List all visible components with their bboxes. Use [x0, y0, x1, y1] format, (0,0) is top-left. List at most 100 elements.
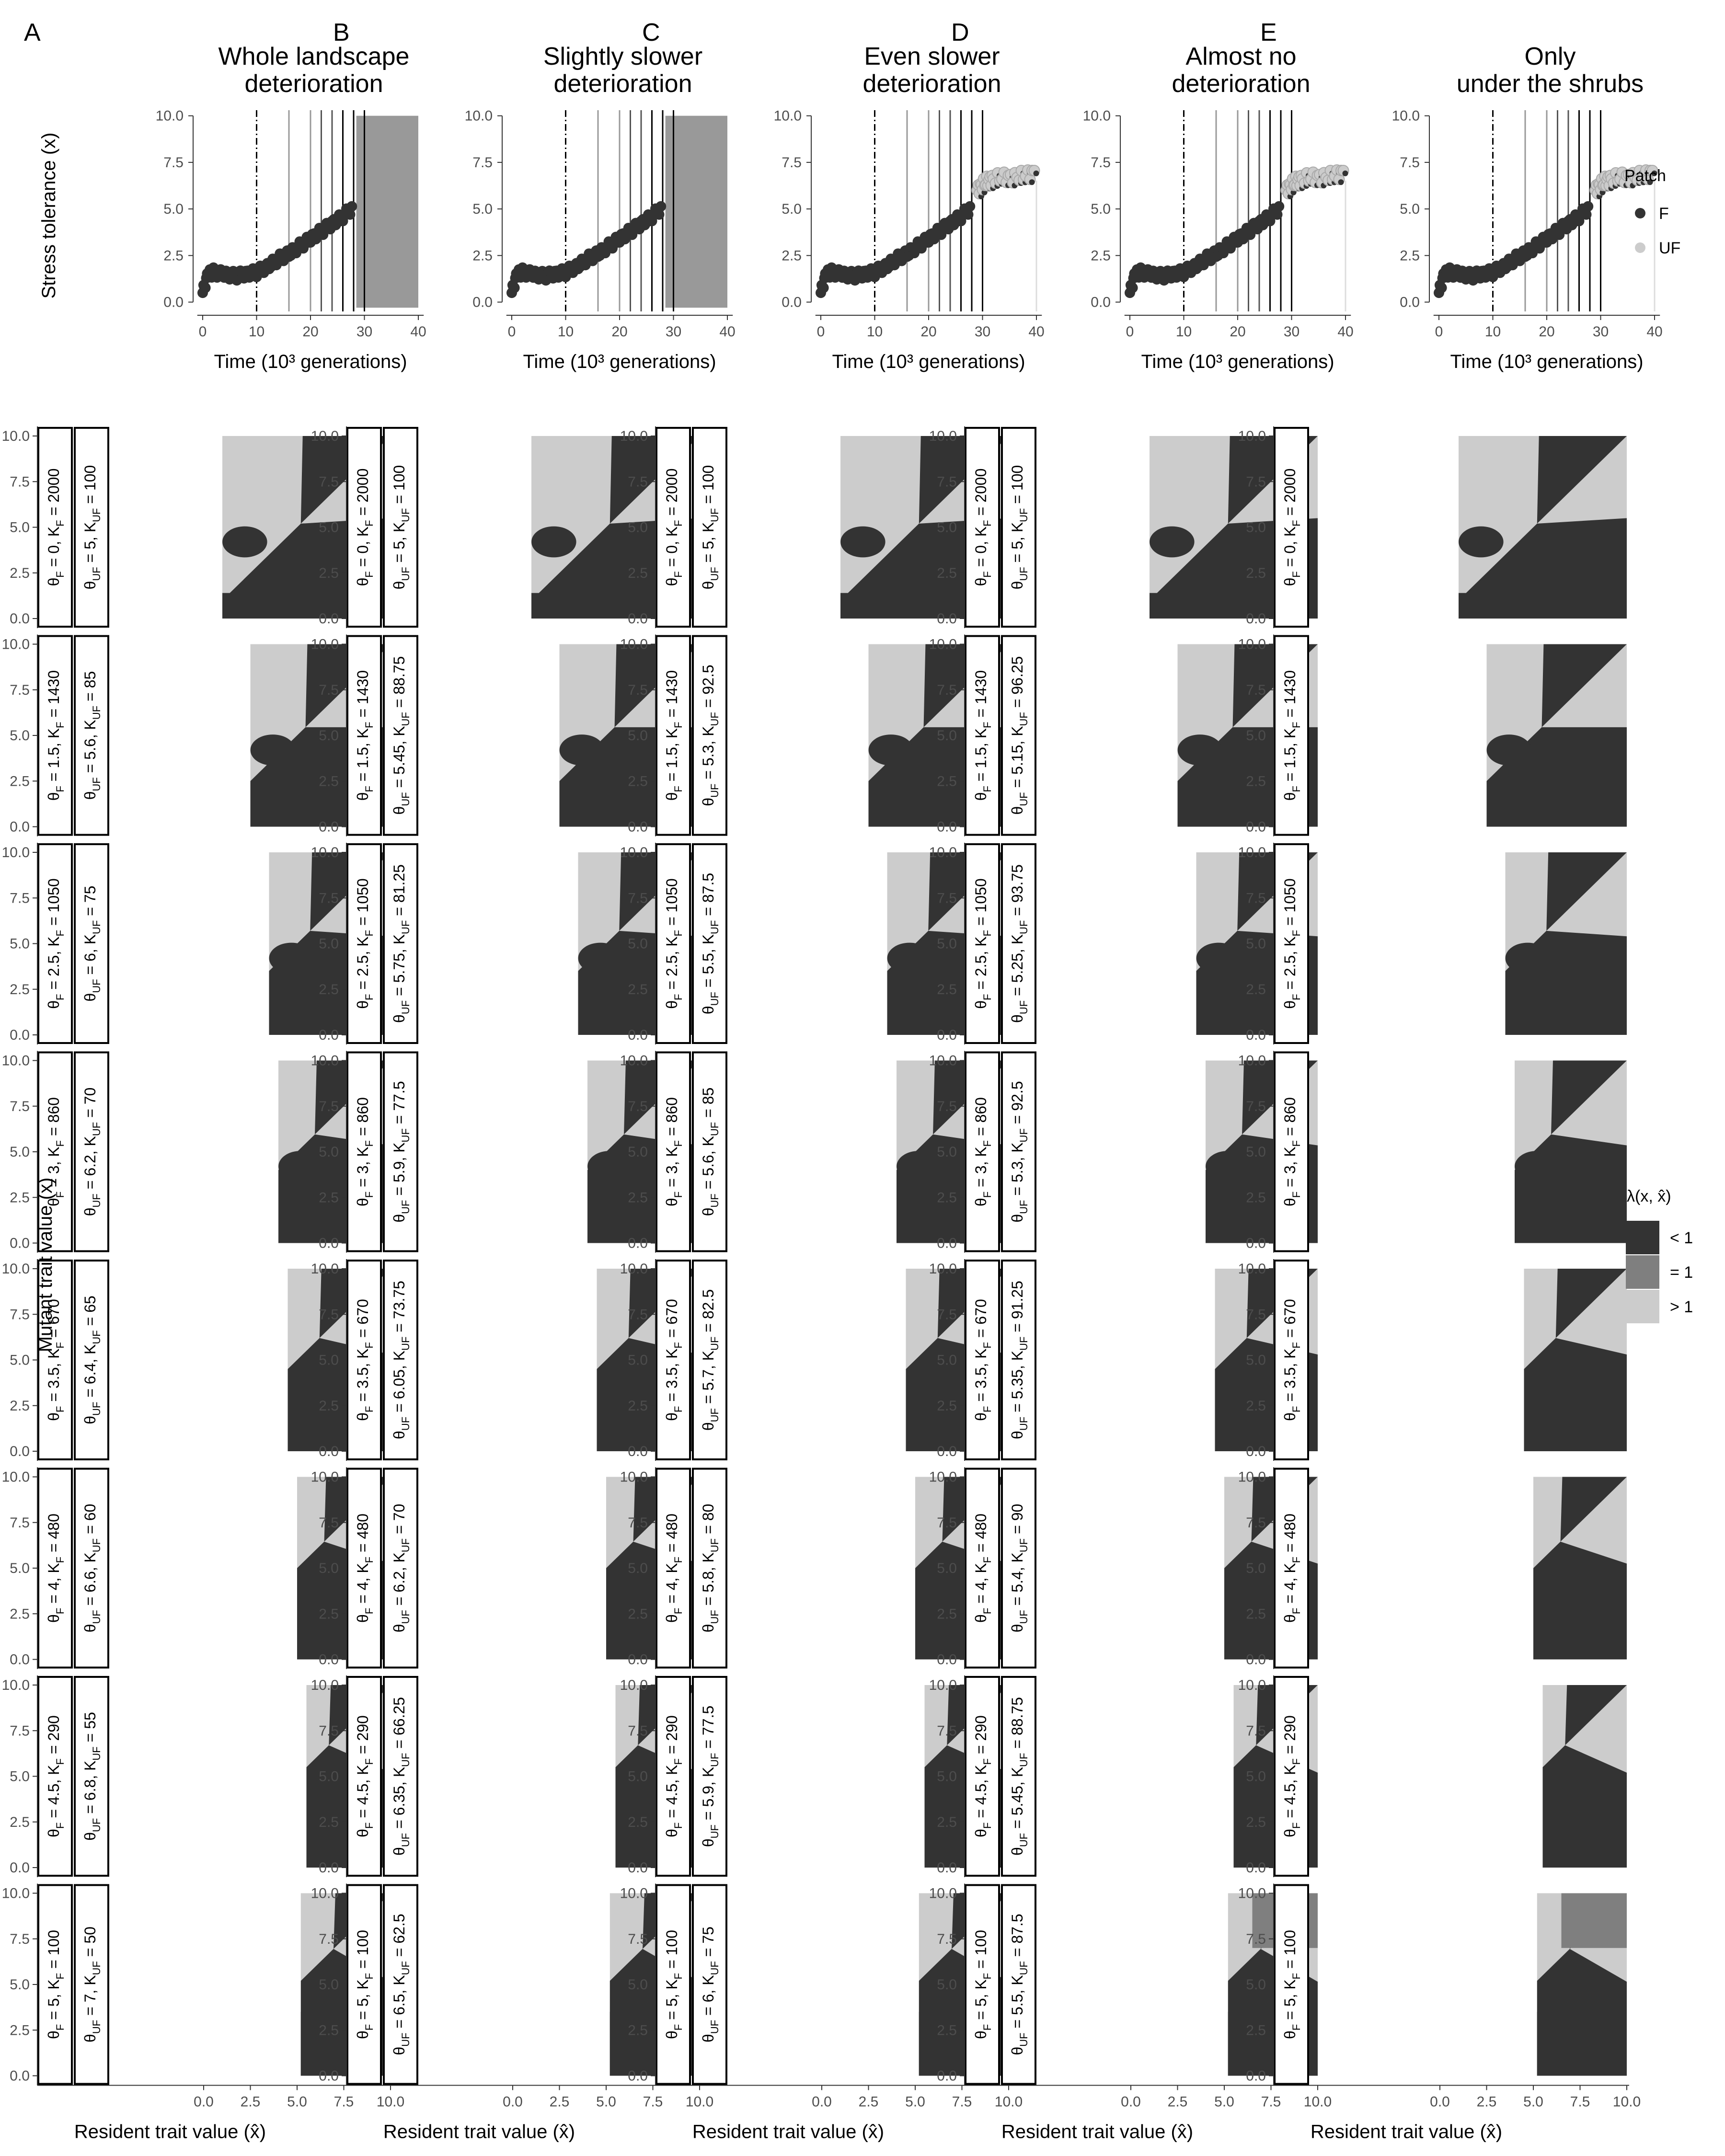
y-tick-label: 2.5 [937, 773, 957, 789]
pip-lobe [1206, 1151, 1251, 1182]
strip-box-uf [1001, 843, 1036, 1044]
y-tick-label: 5.0 [1246, 1560, 1266, 1576]
strip-box-uf [383, 1260, 418, 1460]
strip-f-text: θF = 4, KF = 480 [972, 1514, 993, 1623]
y-tick-label: 2.5 [937, 1814, 957, 1830]
strip-box-f [346, 843, 382, 1044]
y-tick-label: 10.0 [465, 108, 493, 124]
y-tick-label: 2.5 [937, 1190, 957, 1205]
y-tick-label: 2.5 [782, 248, 802, 264]
strip-f-text: θF = 1.5, KF = 1430 [354, 670, 375, 801]
x-tick-label: 10 [867, 324, 883, 340]
strip-uf: θUF = 5, KUF = 100 [1009, 465, 1030, 590]
strip-f-text: θF = 3.5, KF = 670 [45, 1299, 66, 1421]
strip-uf-text: θUF = 5.75, KUF = 81.25 [391, 864, 412, 1023]
y-tick-label: 2.5 [937, 1398, 957, 1414]
point-f [963, 209, 974, 220]
y-tick-label: 10.0 [620, 1053, 648, 1069]
pip-column-c: θF = 0, KF = 2000 θUF = 5, KUF = 100 0.0 2.… [620, 426, 1023, 2143]
pip-region-upper [937, 1269, 1009, 1338]
x-tick-label: 0 [1126, 324, 1134, 340]
pip-column-a: θF = 0, KF = 2000 θUF = 5, KUF = 100 0.0 2.… [2, 426, 404, 2143]
x-axis-title: Time (10³ generations) [1141, 351, 1334, 372]
point-f [1127, 282, 1138, 293]
pip-lobe [278, 1151, 323, 1182]
legend-label-f: F [1659, 205, 1669, 223]
strip-uf: θUF = 5.9, KUF = 77.5 [700, 1706, 721, 1847]
strip-box-f [346, 1884, 382, 2085]
strip-box-f [37, 843, 73, 1044]
y-tick-label: 0.0 [937, 1027, 957, 1043]
y-tick-label: 0.0 [1246, 819, 1266, 835]
point-f [818, 282, 829, 293]
y-tick-label: 5.0 [472, 201, 493, 217]
y-tick-label: 5.0 [937, 1353, 957, 1368]
strip-f-text: θF = 1.5, KF = 1430 [1281, 670, 1302, 801]
panel-label: D [951, 19, 969, 46]
y-tick-label: 0.0 [10, 819, 30, 835]
strip-f: θF = 4.5, KF = 290 [1281, 1715, 1302, 1837]
strip-uf-text: θUF = 5.6, KUF = 85 [700, 1088, 721, 1216]
y-tick-label: 7.5 [628, 1931, 648, 1947]
y-tick-label: 0.0 [10, 1860, 30, 1876]
y-tick-label: 7.5 [10, 1307, 30, 1322]
y-tick-label: 5.0 [782, 201, 802, 217]
x-tick-label: 0 [817, 324, 825, 340]
strip-f-text: θF = 3.5, KF = 670 [663, 1299, 684, 1421]
y-tick-label: 10.0 [2, 428, 30, 444]
point-f [1029, 179, 1035, 185]
strip-box-uf [74, 1468, 109, 1669]
panel-title-line2: deterioration [1172, 70, 1310, 98]
y-tick-label: 10.0 [1238, 1261, 1266, 1277]
x-tick-label: 7.5 [334, 2094, 354, 2110]
y-tick-label: 0.0 [1246, 1236, 1266, 1251]
y-tick-label: 0.0 [628, 819, 648, 835]
y-tick-label: 7.5 [1246, 890, 1266, 906]
y-tick-label: 7.5 [628, 1515, 648, 1531]
strip-uf-text: θUF = 6.8, KUF = 55 [81, 1712, 103, 1841]
panel-title-line2: deterioration [244, 70, 383, 98]
y-tick-label: 10.0 [620, 845, 648, 860]
y-tick-label: 0.0 [10, 1027, 30, 1043]
y-tick-label: 10.0 [1238, 428, 1266, 444]
strip-f: θF = 4.5, KF = 290 [663, 1715, 684, 1837]
pip-lobe [868, 734, 914, 766]
strip-uf-text: θUF = 5.6, KUF = 85 [81, 671, 103, 800]
y-tick-label: 2.5 [937, 565, 957, 581]
y-tick-label: 7.5 [1246, 1515, 1266, 1531]
strip-box-uf [383, 427, 418, 628]
point-f [200, 282, 211, 293]
y-tick-label: 10.0 [620, 1677, 648, 1693]
pip-region-upper [305, 644, 391, 727]
y-tick-label: 7.5 [319, 1723, 339, 1739]
panel-title-line1: Even slower [864, 43, 1000, 70]
y-tick-label: 7.5 [937, 1099, 957, 1114]
strip-box-f [1274, 843, 1309, 1044]
strip-box-uf [692, 1260, 727, 1460]
strip-uf-text: θUF = 5, KUF = 100 [700, 465, 721, 590]
strip-f-text: θF = 3, KF = 860 [354, 1097, 375, 1206]
x-tick-label: 10.0 [1304, 2094, 1332, 2110]
y-tick-label: 5.0 [628, 1560, 648, 1576]
y-tick-label: 2.5 [319, 1190, 339, 1205]
strip-uf: θUF = 5, KUF = 100 [81, 465, 103, 590]
strip-uf: θUF = 5.7, KUF = 82.5 [700, 1289, 721, 1431]
strip-uf: θUF = 6.5, KUF = 62.5 [391, 1914, 412, 2055]
strip-f-text: θF = 3, KF = 860 [1281, 1097, 1302, 1206]
y-tick-label: 7.5 [1246, 1723, 1266, 1739]
strip-f: θF = 3, KF = 860 [45, 1097, 66, 1206]
y-tick-label: 5.0 [1246, 1353, 1266, 1368]
y-tick-label: 2.5 [10, 565, 30, 581]
strip-f-text: θF = 4.5, KF = 290 [663, 1715, 684, 1837]
pip-heatmap [1542, 1685, 1627, 1868]
y-tick-label: 7.5 [937, 890, 957, 906]
strip-f-text: θF = 5, KF = 100 [1281, 1930, 1302, 2039]
strip-uf-text: θUF = 5.45, KUF = 88.75 [391, 656, 412, 815]
y-tick-label: 5.0 [1246, 728, 1266, 744]
strip-f: θF = 4.5, KF = 290 [45, 1715, 66, 1837]
strip-box-f [965, 843, 1000, 1044]
strip-uf-text: θUF = 6.5, KUF = 62.5 [391, 1914, 412, 2055]
strip-f: θF = 1.5, KF = 1430 [354, 670, 375, 801]
x-axis-title: Time (10³ generations) [1450, 351, 1643, 372]
